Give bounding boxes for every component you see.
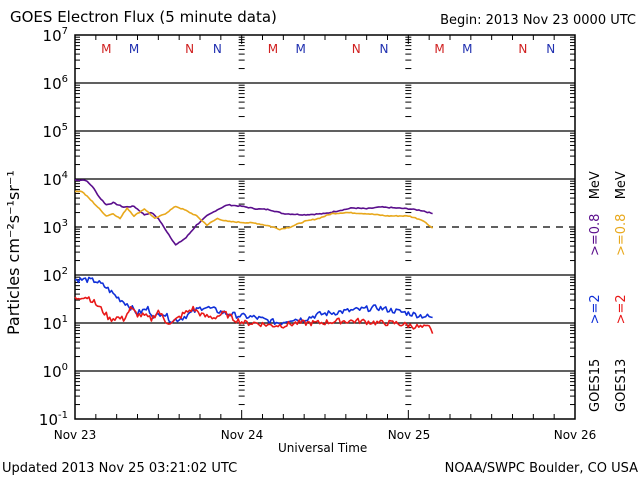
x-tick-label: Nov 25 [387,428,431,442]
credit: NOAA/SWPC Boulder, CO USA [444,461,638,476]
top-marker-label: M [129,42,139,56]
top-marker-label: N [518,42,527,56]
y-tick-label: 107 [43,26,68,45]
y-tick-base: 10 [43,267,62,285]
legend-goes13-sat: GOES13 [614,358,629,412]
y-tick-exponent: 6 [62,74,68,85]
x-axis-label: Universal Time [278,441,368,455]
y-tick-exponent: 2 [62,266,68,277]
y-tick-exponent: -1 [58,410,68,421]
chart-title: GOES Electron Flux (5 minute data) [10,8,277,26]
y-axis-label: Particles cm⁻²s⁻¹sr⁻¹ [4,170,23,335]
top-marker-label: M [101,42,111,56]
y-axis-label-text: Particles cm⁻²s⁻¹sr⁻¹ [4,170,23,335]
series-line-goes15-08 [74,179,433,246]
updated-timestamp: Updated 2013 Nov 25 03:21:02 UTC [2,461,238,476]
top-marker-label: N [352,42,361,56]
legend-goes15: GOES15 >=2 >=0.8 MeV [588,171,603,412]
top-marker-label: N [185,42,194,56]
legend-goes13-08mev: >=0.8 [614,213,629,257]
top-marker-label: M [434,42,444,56]
y-tick-exponent: 0 [62,362,68,373]
legend-goes15-sat: GOES15 [588,358,603,412]
y-tick-exponent: 7 [62,26,68,37]
y-tick-exponent: 1 [62,314,68,325]
y-tick-label: 104 [43,170,68,189]
legend-goes15-08mev: >=0.8 [588,213,603,257]
y-tick-base: 10 [43,75,62,93]
y-tick-label: 105 [43,122,68,141]
legend-goes15-2mev: >=2 [588,294,603,325]
x-tick-label: Nov 26 [553,428,597,442]
top-marker-label: N [380,42,389,56]
y-tick-label: 106 [43,74,68,93]
y-tick-base: 10 [43,363,62,381]
y-tick-base: 10 [43,123,62,141]
x-tick-label: Nov 24 [220,428,264,442]
y-tick-label: 102 [43,266,68,285]
y-tick-base: 10 [43,219,62,237]
y-tick-label: 103 [43,218,68,237]
legend-goes13-unit: MeV [614,171,629,200]
y-tick-base: 10 [43,315,62,333]
y-tick-label: 10-1 [39,410,68,429]
series-line-goes13-2 [74,296,434,334]
y-tick-base: 10 [43,171,62,189]
top-marker-label: M [462,42,472,56]
y-tick-base: 10 [39,411,58,429]
y-tick-exponent: 3 [62,218,68,229]
y-tick-label: 101 [43,314,68,333]
legend-goes15-unit: MeV [588,171,603,200]
y-tick-base: 10 [43,27,62,45]
y-tick-exponent: 5 [62,122,68,133]
x-tick-label: Nov 23 [53,428,97,442]
y-tick-label: 100 [43,362,68,381]
series-line-goes15-2 [74,276,433,326]
top-marker-label: M [268,42,278,56]
top-marker-label: N [546,42,555,56]
begin-time: Begin: 2013 Nov 23 0000 UTC [440,13,636,28]
y-tick-exponent: 4 [62,170,68,181]
top-marker-label: N [213,42,222,56]
legend-goes13-2mev: >=2 [614,294,629,325]
legend-goes13: GOES13 >=2 >=0.8 MeV [614,171,629,412]
series-line-goes13-08 [74,190,434,231]
top-marker-label: M [296,42,306,56]
